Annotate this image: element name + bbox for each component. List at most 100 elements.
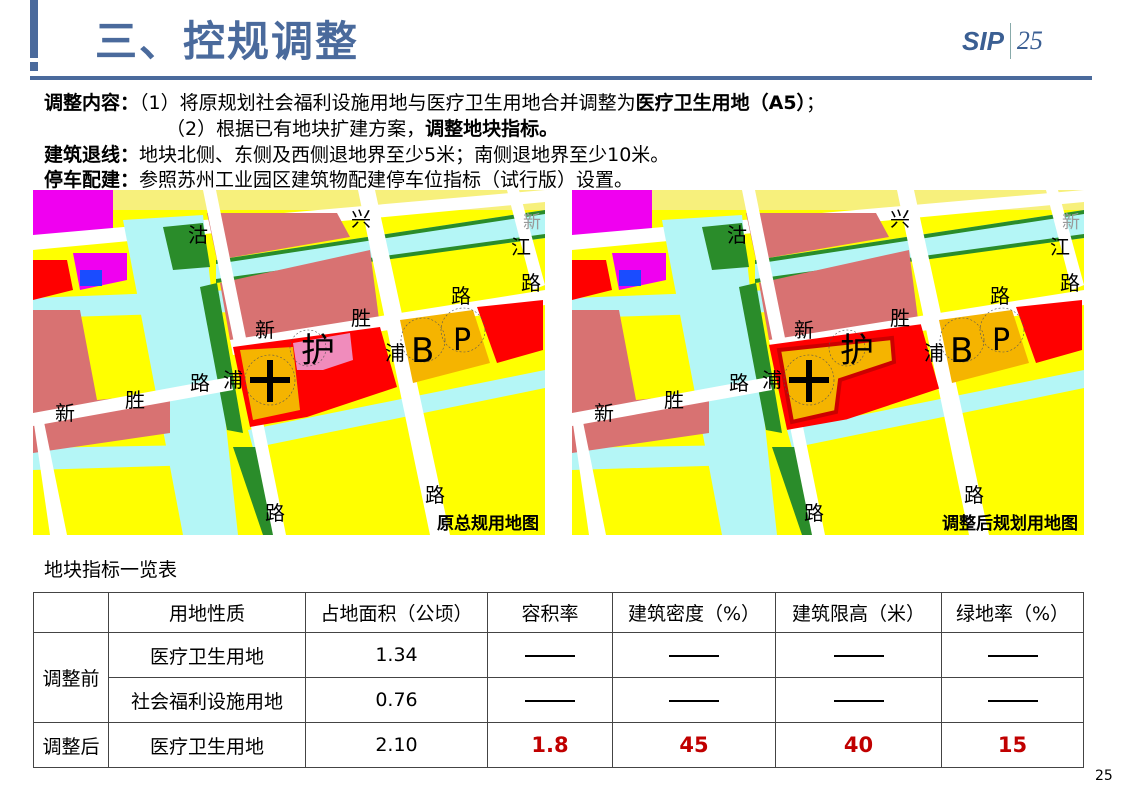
facility-circle bbox=[244, 354, 296, 406]
cell: 1.34 bbox=[305, 632, 488, 678]
table-row: 调整前 医疗卫生用地 1.34 bbox=[33, 632, 1084, 723]
cell bbox=[941, 632, 1084, 678]
cell bbox=[775, 677, 942, 723]
label: 停车配建： bbox=[44, 169, 140, 191]
header-cell: 容积率 bbox=[487, 592, 613, 633]
dash bbox=[833, 654, 884, 657]
water-channel bbox=[33, 445, 198, 470]
parking-bus-land bbox=[400, 310, 490, 383]
cell: 社会福利设施用地 bbox=[108, 677, 306, 723]
road-xingpu bbox=[897, 190, 989, 535]
setback-line: 建筑退线：地块北侧、东侧及西侧退地界至少5米；南侧退地界至少10米。 bbox=[44, 144, 669, 166]
text: （1）将原规划社会福利设施用地与医疗卫生用地合并调整为 bbox=[139, 92, 636, 114]
road-xingpu bbox=[358, 190, 450, 535]
cell bbox=[487, 632, 613, 678]
cell bbox=[612, 632, 776, 678]
water-channel bbox=[787, 370, 1084, 448]
map-label: 浦 bbox=[385, 341, 405, 365]
red-block bbox=[33, 260, 73, 300]
original-landuse-map: 沽兴江路路胜新护浦 B P 路浦胜新路路新原总规用地图 bbox=[33, 190, 545, 535]
bold-text: 调整地块指标。 bbox=[425, 118, 559, 140]
label: 调整内容： bbox=[44, 92, 140, 114]
header-cell bbox=[33, 592, 109, 633]
text: （2）根据已有地块扩建方案， bbox=[166, 118, 426, 140]
commercial-land bbox=[759, 250, 919, 340]
facility-circle bbox=[979, 307, 1025, 353]
map-label: 胜 bbox=[890, 306, 910, 330]
bold-text: 医疗卫生用地（A5） bbox=[635, 92, 807, 114]
cell bbox=[941, 677, 1084, 723]
welfare-land bbox=[293, 333, 353, 370]
map-label: 沽 bbox=[727, 223, 747, 247]
blue-block bbox=[80, 270, 102, 286]
adjustment-content-line1: 调整内容：（1）将原规划社会福利设施用地与医疗卫生用地合并调整为医疗卫生用地（A… bbox=[44, 92, 825, 114]
sip-logo: SIP 25 bbox=[962, 20, 1043, 62]
label: 建筑退线： bbox=[44, 144, 140, 166]
group-cell: 调整后 bbox=[33, 722, 109, 768]
water-channel bbox=[248, 370, 545, 448]
table-header-row: 用地性质 占地面积（公顷） 容积率 建筑密度（%） 建筑限高（米） 绿地率（%） bbox=[33, 592, 1084, 633]
map-label: 路 bbox=[964, 483, 984, 507]
map-caption: 调整后规划用地图 bbox=[942, 513, 1078, 534]
blue-block bbox=[619, 270, 641, 286]
facility-circle bbox=[400, 317, 446, 363]
table-caption: 地块指标一览表 bbox=[44, 559, 178, 581]
map-label: 新 bbox=[1062, 212, 1080, 233]
map-label: 新 bbox=[55, 401, 75, 425]
dash bbox=[525, 699, 575, 702]
red-block bbox=[1016, 300, 1082, 363]
map-label: 新 bbox=[594, 401, 614, 425]
title-accent-block bbox=[30, 62, 38, 71]
cell: 45 bbox=[612, 722, 776, 768]
map-label: 新 bbox=[523, 212, 541, 233]
map-label: 护 bbox=[301, 331, 335, 371]
dash bbox=[669, 699, 719, 702]
map-label: 兴 bbox=[351, 207, 371, 231]
cell: 医疗卫生用地 bbox=[108, 722, 306, 768]
road bbox=[33, 417, 67, 535]
cell bbox=[775, 632, 942, 678]
cell: 15 bbox=[941, 722, 1084, 768]
title-accent-bar bbox=[30, 0, 38, 58]
title-divider bbox=[30, 76, 1092, 80]
map-label: B bbox=[411, 331, 434, 371]
cell: 40 bbox=[775, 722, 942, 768]
map-label: 胜 bbox=[351, 306, 371, 330]
table-row: 调整后 医疗卫生用地 2.10 1.8 45 40 15 bbox=[33, 722, 1084, 768]
dash bbox=[987, 654, 1038, 657]
map-label: 路 bbox=[804, 501, 824, 525]
cell bbox=[487, 677, 613, 723]
text: 地块北侧、东侧及西侧退地界至少5米；南侧退地界至少10米。 bbox=[139, 144, 670, 166]
map-label: P bbox=[453, 323, 471, 358]
cell: 2.10 bbox=[305, 722, 488, 768]
facility-circle bbox=[783, 354, 835, 406]
facility-circle bbox=[289, 329, 327, 367]
map-label: 胜 bbox=[664, 388, 684, 412]
map-label: 路 bbox=[990, 284, 1010, 308]
header-cell: 建筑密度（%） bbox=[612, 592, 776, 633]
cell: 医疗卫生用地 bbox=[108, 632, 306, 678]
header-cell: 用地性质 bbox=[108, 592, 306, 633]
commercial-land bbox=[207, 213, 350, 260]
map-label: 路 bbox=[521, 271, 541, 295]
map-label: P bbox=[992, 323, 1010, 358]
map-label: 兴 bbox=[890, 207, 910, 231]
dash bbox=[987, 699, 1038, 702]
hospital-cross-icon bbox=[789, 360, 829, 402]
red-block bbox=[572, 260, 612, 300]
dash bbox=[669, 654, 719, 657]
map-label: 路 bbox=[190, 371, 210, 395]
road bbox=[1046, 190, 1084, 290]
group-cell: 调整前 bbox=[33, 632, 109, 723]
map-caption: 原总规用地图 bbox=[437, 513, 539, 534]
road bbox=[507, 190, 545, 290]
map-label: 新 bbox=[794, 318, 814, 342]
green-land bbox=[200, 283, 243, 433]
commercial-land bbox=[220, 250, 380, 340]
header-cell: 绿地率（%） bbox=[941, 592, 1084, 633]
facility-circle bbox=[440, 307, 486, 353]
water-channel bbox=[572, 445, 737, 470]
adjusted-landuse-map: 沽兴江路路胜新护浦 B P 路浦胜新路路新调整后规划用地图 bbox=[572, 190, 1084, 535]
map-label: B bbox=[950, 331, 973, 371]
map-label: 浦 bbox=[223, 368, 243, 392]
